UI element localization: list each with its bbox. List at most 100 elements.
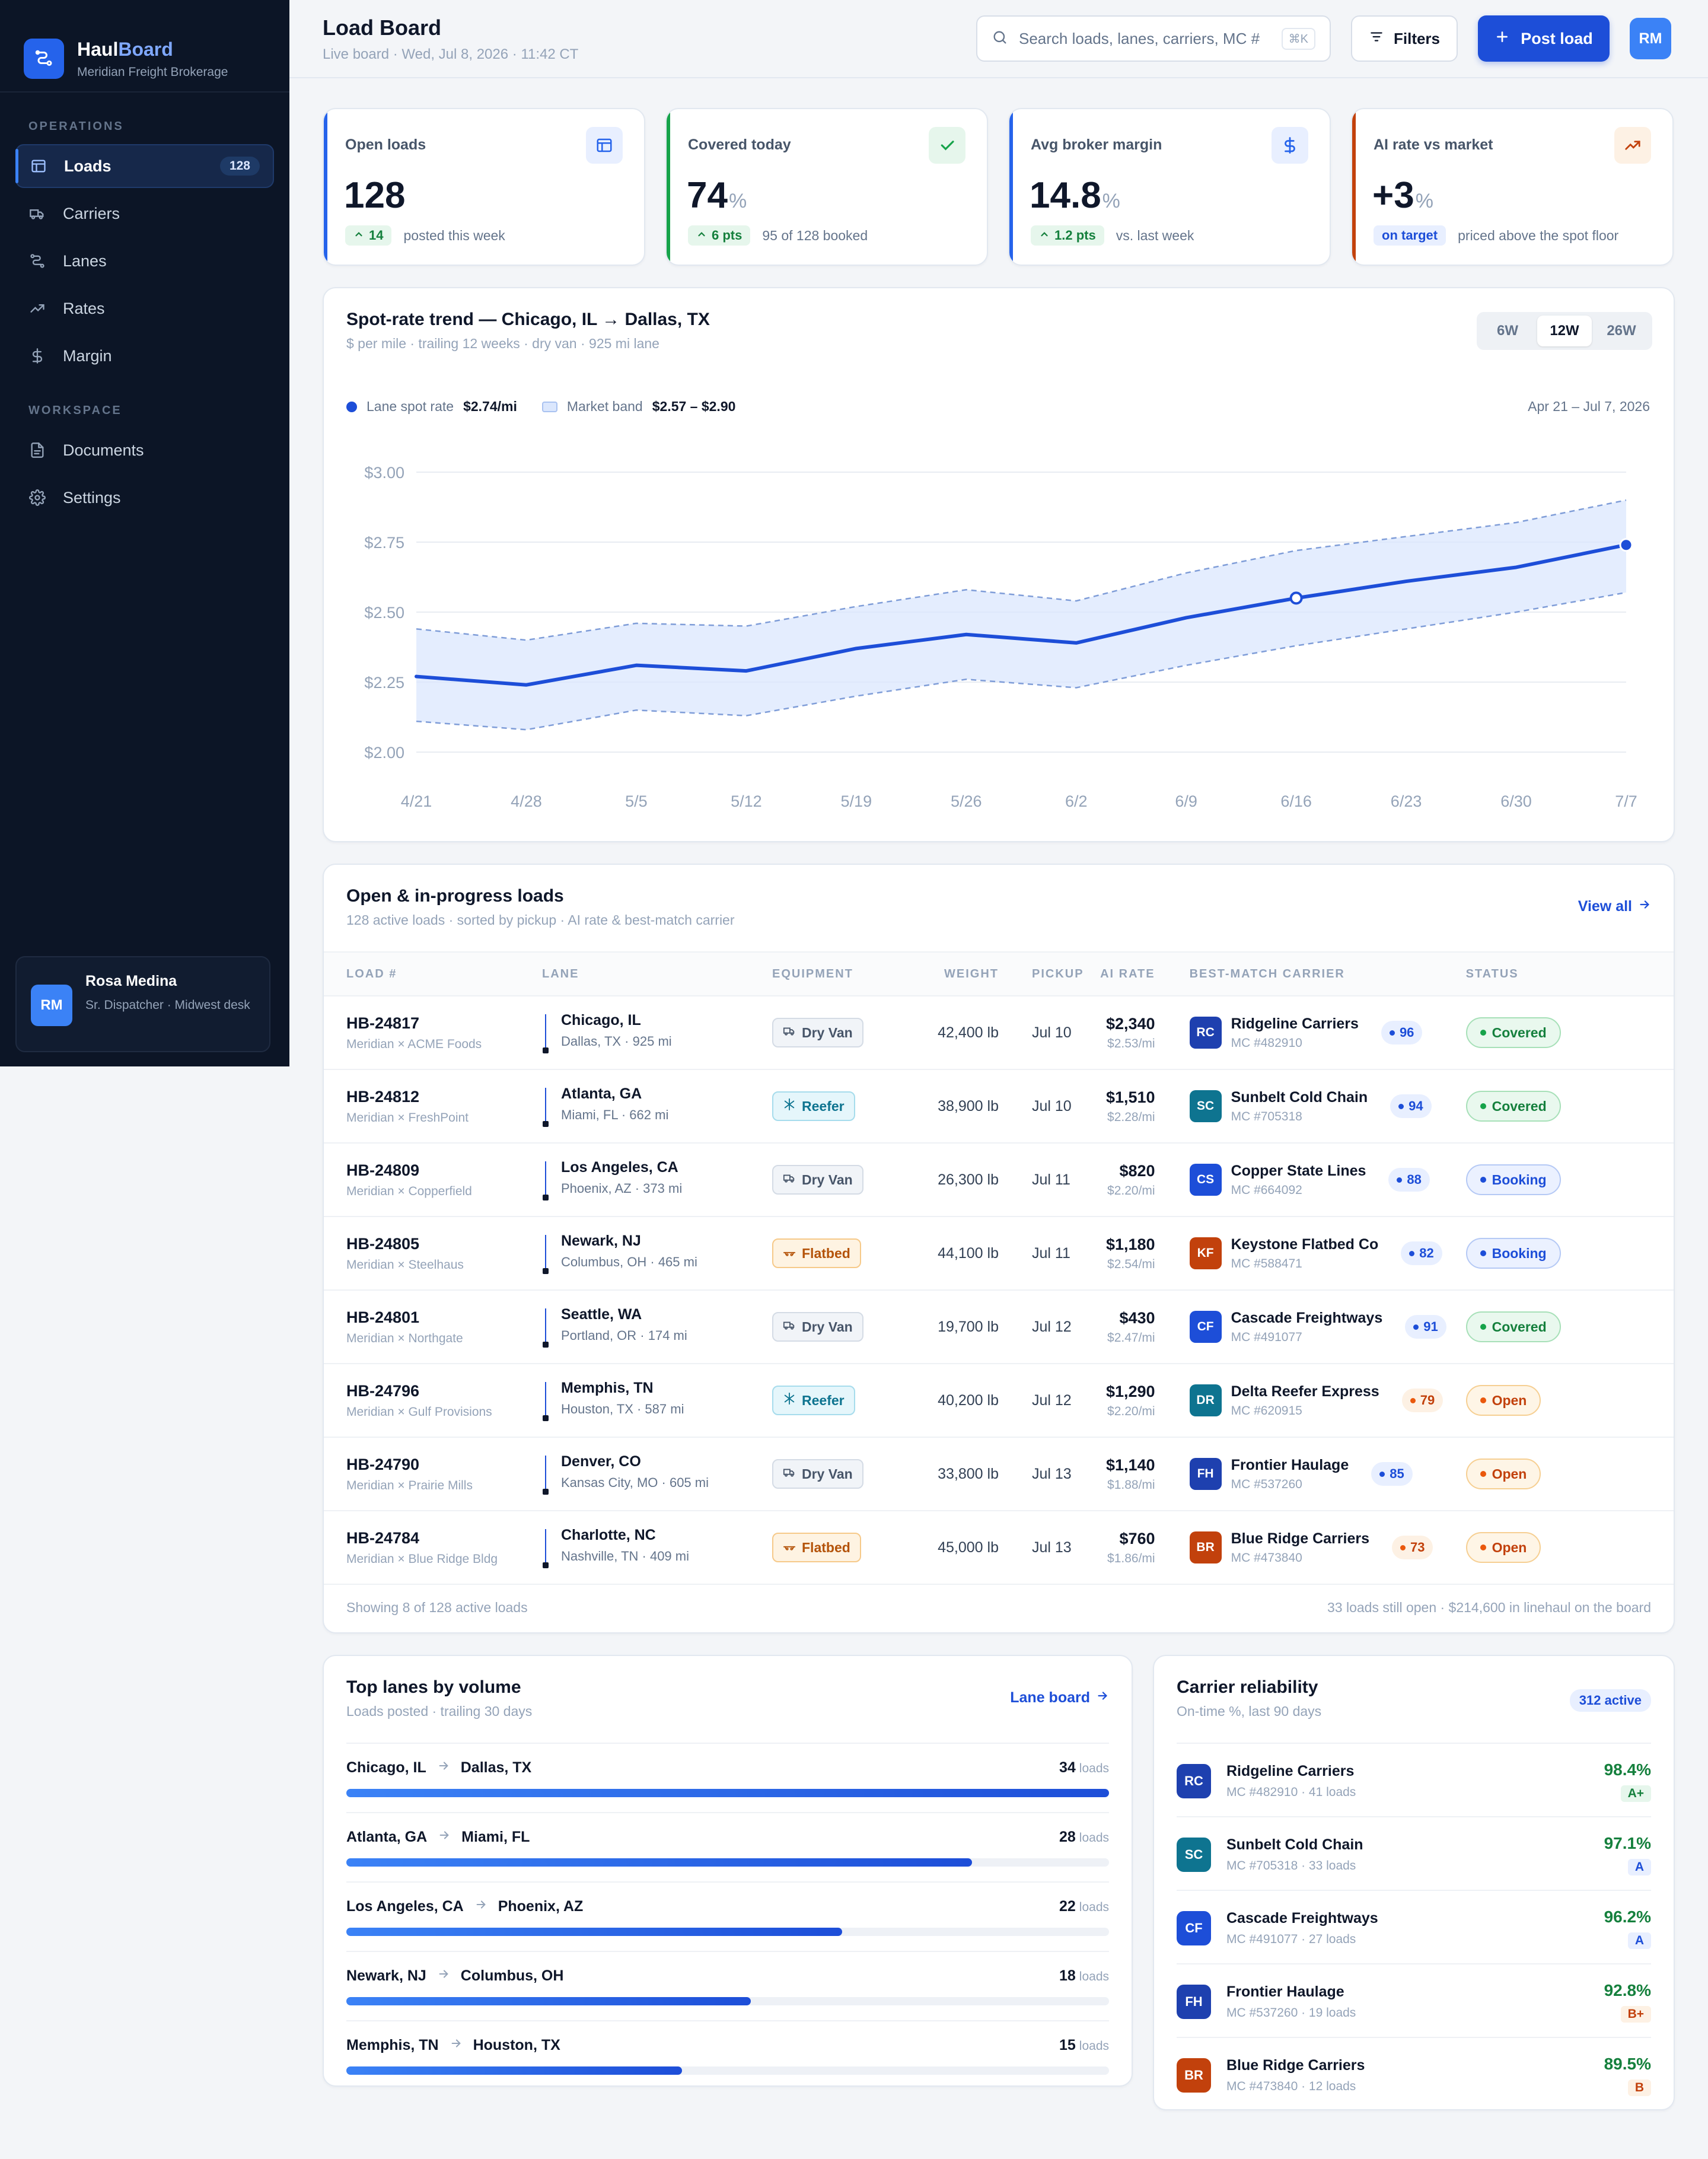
- load-id[interactable]: HB-24805: [346, 1234, 420, 1253]
- col-equipment[interactable]: EQUIPMENT: [772, 951, 898, 996]
- status-badge[interactable]: Open: [1465, 1532, 1541, 1563]
- sidebar-item-carriers[interactable]: Carriers: [15, 192, 274, 235]
- grade-badge: B: [1627, 2080, 1651, 2096]
- sidebar-item-rates[interactable]: Rates: [15, 286, 274, 330]
- list-item[interactable]: Los Angeles, CA Phoenix, AZ 22 loads: [346, 1881, 1109, 1950]
- load-id[interactable]: HB-24801: [346, 1308, 420, 1326]
- range-26w[interactable]: 26W: [1607, 323, 1636, 339]
- y-tick-label: $3.00: [364, 464, 404, 482]
- lane-board-link[interactable]: Lane board: [1010, 1689, 1109, 1706]
- carrier-name[interactable]: Copper State Lines: [1231, 1162, 1366, 1179]
- volume-bar-fill: [346, 1997, 751, 2005]
- load-id[interactable]: HB-24790: [346, 1455, 420, 1473]
- avatar[interactable]: RM: [1630, 18, 1671, 59]
- lane-count: 34 loads: [1059, 1759, 1109, 1776]
- carrier-name[interactable]: Cascade Freightways: [1231, 1309, 1383, 1326]
- cell-status: Booking: [1465, 1217, 1674, 1291]
- col-load[interactable]: LOAD #: [324, 951, 542, 996]
- grade-badge: A: [1627, 1932, 1651, 1949]
- table-row[interactable]: HB-24805 Meridian × Steelhaus Newark, NJ Co…: [324, 1217, 1674, 1291]
- arrow-right-icon: [1096, 1689, 1109, 1706]
- carrier-name[interactable]: Keystone Flatbed Co: [1231, 1235, 1379, 1253]
- list-item[interactable]: SC Sunbelt Cold Chain MC #705318 · 33 load…: [1177, 1816, 1651, 1890]
- list-item[interactable]: FH Frontier Haulage MC #537260 · 19 loads 9…: [1177, 1963, 1651, 2037]
- list-item[interactable]: RC Ridgeline Carriers MC #482910 · 41 load…: [1177, 1743, 1651, 1816]
- list-item[interactable]: BR Blue Ridge Carriers MC #473840 · 12 loa…: [1177, 2037, 1651, 2110]
- col-pickup[interactable]: PICKUP: [999, 951, 1084, 996]
- filters-button[interactable]: Filters: [1351, 15, 1458, 62]
- grade-badge: A+: [1620, 1785, 1651, 1802]
- carrier-name[interactable]: Ridgeline Carriers: [1231, 1015, 1359, 1032]
- chart-date-range: Apr 21 – Jul 7, 2026: [1528, 399, 1650, 414]
- search-box[interactable]: ⌘K: [976, 15, 1331, 62]
- cell-pickup: Jul 13: [999, 1511, 1084, 1585]
- status-badge[interactable]: Covered: [1465, 1091, 1561, 1122]
- col-carrier[interactable]: BEST-MATCH CARRIER: [1155, 951, 1466, 996]
- kpi-label: Open loads: [345, 136, 426, 153]
- range-6w[interactable]: 6W: [1497, 323, 1518, 339]
- table-row[interactable]: HB-24812 Meridian × FreshPoint Atlanta, GA…: [324, 1069, 1674, 1144]
- load-id[interactable]: HB-24812: [346, 1087, 420, 1106]
- arrow-up-icon: [696, 228, 707, 243]
- search-input[interactable]: [1019, 29, 1271, 48]
- table-row[interactable]: HB-24784 Meridian × Blue Ridge Bldg Charlo…: [324, 1511, 1674, 1585]
- table-row[interactable]: HB-24801 Meridian × Northgate Seattle, WA P…: [324, 1290, 1674, 1364]
- list-item[interactable]: CF Cascade Freightways MC #491077 · 27 loa…: [1177, 1890, 1651, 1963]
- load-id[interactable]: HB-24796: [346, 1381, 420, 1400]
- carrier-name[interactable]: Blue Ridge Carriers: [1231, 1530, 1369, 1547]
- col-ai-rate[interactable]: AI RATE: [1084, 951, 1155, 996]
- list-item[interactable]: Newark, NJ Columbus, OH 18 loads: [346, 1951, 1109, 2020]
- load-id[interactable]: HB-24809: [346, 1161, 420, 1179]
- equipment-label: Flatbed: [802, 1245, 850, 1261]
- legend-spot-value: $2.74/mi: [463, 399, 517, 414]
- range-12w[interactable]: 12W: [1537, 316, 1592, 346]
- volume-bar-track: [346, 1997, 1109, 2005]
- brand[interactable]: HaulBoard Meridian Freight Brokerage: [0, 0, 289, 93]
- table-row[interactable]: HB-24817 Meridian × ACME Foods Chicago, IL…: [324, 996, 1674, 1070]
- route-icon: [28, 252, 46, 270]
- status-badge[interactable]: Covered: [1465, 1017, 1561, 1048]
- status-badge[interactable]: Open: [1465, 1385, 1541, 1416]
- lane-route-marker: [542, 1453, 549, 1495]
- sidebar-item-lanes[interactable]: Lanes: [15, 239, 274, 283]
- sidebar-item-loads[interactable]: Loads 128: [15, 144, 274, 188]
- top-lanes-subtitle: Loads posted · trailing 30 days: [346, 1703, 533, 1719]
- lane-origin: Charlotte, NC: [561, 1527, 656, 1543]
- y-tick-label: $2.75: [364, 534, 404, 552]
- status-badge[interactable]: Open: [1465, 1459, 1541, 1489]
- rate-per-mile: $2.54/mi: [1107, 1257, 1155, 1271]
- carrier-name: Ridgeline Carriers: [1226, 1763, 1355, 1779]
- col-lane[interactable]: LANE: [542, 951, 772, 996]
- table-row[interactable]: HB-24809 Meridian × Copperfield Los Angele…: [324, 1143, 1674, 1217]
- table-row[interactable]: HB-24796 Meridian × Gulf Provisions Memphi…: [324, 1364, 1674, 1438]
- table-row[interactable]: HB-24790 Meridian × Prairie Mills Denver, …: [324, 1437, 1674, 1511]
- load-id[interactable]: HB-24784: [346, 1529, 420, 1547]
- list-item[interactable]: Chicago, IL Dallas, TX 34 loads: [346, 1743, 1109, 1811]
- carrier-name[interactable]: Sunbelt Cold Chain: [1231, 1088, 1368, 1106]
- cell-load: HB-24801 Meridian × Northgate: [324, 1290, 542, 1364]
- sidebar-item-settings[interactable]: Settings: [15, 476, 274, 520]
- col-status[interactable]: STATUS: [1465, 951, 1674, 996]
- status-badge[interactable]: Booking: [1465, 1238, 1561, 1269]
- legend-band-value: $2.57 – $2.90: [652, 399, 736, 414]
- col-weight[interactable]: WEIGHT: [898, 951, 999, 996]
- view-all-link[interactable]: View all: [1578, 898, 1651, 915]
- rate-total: $1,290: [1105, 1382, 1155, 1400]
- sidebar-item-margin[interactable]: Margin: [15, 334, 274, 378]
- cell-status: Booking: [1465, 1143, 1674, 1217]
- equipment-tag: Dry Van: [772, 1018, 863, 1047]
- carrier-name[interactable]: Frontier Haulage: [1231, 1456, 1349, 1473]
- equipment-label: Dry Van: [802, 1024, 853, 1040]
- post-load-button[interactable]: Post load: [1478, 15, 1610, 62]
- list-item[interactable]: Memphis, TN Houston, TX 15 loads: [346, 2020, 1109, 2089]
- load-id[interactable]: HB-24817: [346, 1014, 420, 1032]
- carrier-name[interactable]: Delta Reefer Express: [1231, 1383, 1379, 1400]
- list-item[interactable]: Atlanta, GA Miami, FL 28 loads: [346, 1812, 1109, 1881]
- status-badge[interactable]: Covered: [1465, 1311, 1561, 1342]
- sidebar-item-documents[interactable]: Documents: [15, 428, 274, 472]
- user-card[interactable]: RM Rosa Medina Sr. Dispatcher · Midwest …: [15, 956, 270, 1052]
- equipment-tag: Reefer: [772, 1386, 855, 1415]
- lane-origin: Los Angeles, CA: [346, 1898, 464, 1915]
- status-badge[interactable]: Booking: [1465, 1164, 1561, 1195]
- carrier-avatar: CS: [1189, 1164, 1222, 1196]
